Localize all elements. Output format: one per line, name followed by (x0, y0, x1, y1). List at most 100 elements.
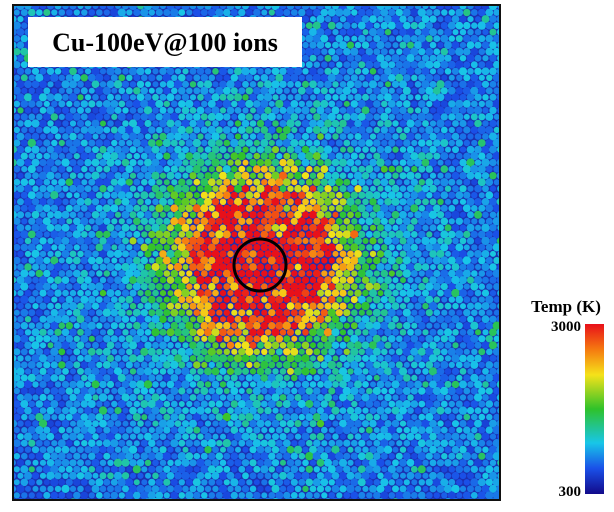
atom (58, 361, 65, 368)
atom (160, 107, 167, 114)
atom (460, 316, 467, 323)
atom (25, 316, 31, 322)
atom (456, 166, 463, 173)
atom (201, 113, 208, 120)
atom (55, 173, 61, 179)
atom (134, 479, 140, 485)
atom (400, 185, 407, 192)
atom (28, 414, 35, 421)
atom (351, 270, 357, 276)
atom (250, 173, 256, 179)
atom (335, 426, 343, 434)
atom (411, 453, 417, 459)
atom (467, 394, 473, 400)
atom (32, 186, 38, 192)
atom (328, 153, 335, 160)
atom (373, 296, 381, 304)
atom (20, 335, 28, 343)
atom (388, 401, 395, 408)
atom (452, 381, 459, 388)
atom (332, 42, 339, 49)
atom (212, 290, 219, 297)
atom (422, 355, 429, 362)
atom (245, 296, 253, 304)
atom (36, 166, 42, 172)
atom (47, 394, 54, 401)
atom (96, 231, 103, 238)
atom (276, 87, 283, 94)
atom (238, 9, 245, 16)
atom (320, 243, 328, 251)
atom (133, 231, 140, 238)
atom (302, 381, 309, 388)
atom (39, 93, 47, 101)
atom (118, 348, 125, 355)
atom (313, 400, 320, 407)
atom (314, 309, 321, 316)
atom (234, 302, 241, 309)
atom (17, 93, 25, 101)
atom (74, 336, 80, 342)
atom (362, 341, 370, 349)
atom (144, 250, 151, 257)
atom (287, 263, 294, 270)
atom (389, 479, 395, 485)
atom (400, 120, 407, 127)
atom (235, 224, 242, 231)
atom (174, 237, 181, 244)
atom (415, 16, 422, 23)
atom (369, 433, 377, 441)
atom (272, 420, 280, 428)
atom (54, 237, 62, 245)
atom (305, 296, 313, 304)
atom (145, 81, 151, 87)
atom (231, 440, 237, 446)
atom (329, 270, 335, 276)
atom (449, 35, 455, 41)
atom (321, 322, 328, 329)
atom (433, 270, 440, 277)
atom (291, 440, 297, 446)
atom (471, 231, 478, 238)
atom (358, 35, 366, 43)
atom (194, 388, 200, 394)
atom (141, 466, 147, 472)
atom (193, 87, 200, 94)
atom (36, 322, 43, 329)
atom (21, 74, 28, 81)
atom (370, 225, 376, 231)
atom (133, 179, 140, 186)
atom (485, 452, 493, 460)
atom (441, 191, 449, 199)
atom (460, 394, 466, 400)
atom (280, 94, 287, 101)
atom (246, 9, 253, 16)
atom (261, 310, 267, 316)
atom (223, 230, 231, 238)
atom (366, 231, 373, 238)
atom (201, 140, 207, 146)
atom (291, 9, 298, 16)
atom (145, 238, 151, 244)
atom (347, 159, 355, 167)
atom (377, 28, 385, 36)
atom (66, 218, 72, 224)
atom (66, 466, 73, 473)
atom (122, 68, 129, 75)
atom (471, 453, 477, 459)
atom (212, 394, 220, 402)
atom (438, 16, 444, 22)
atom (145, 473, 151, 479)
atom (276, 127, 282, 133)
atom (156, 466, 163, 473)
atom (96, 192, 103, 199)
atom (310, 159, 317, 166)
atom (190, 368, 197, 375)
atom (396, 114, 403, 121)
atom (254, 310, 260, 316)
atom (29, 401, 36, 408)
atom (171, 284, 177, 290)
atom (39, 303, 46, 310)
atom (268, 166, 275, 173)
atom (268, 479, 275, 486)
